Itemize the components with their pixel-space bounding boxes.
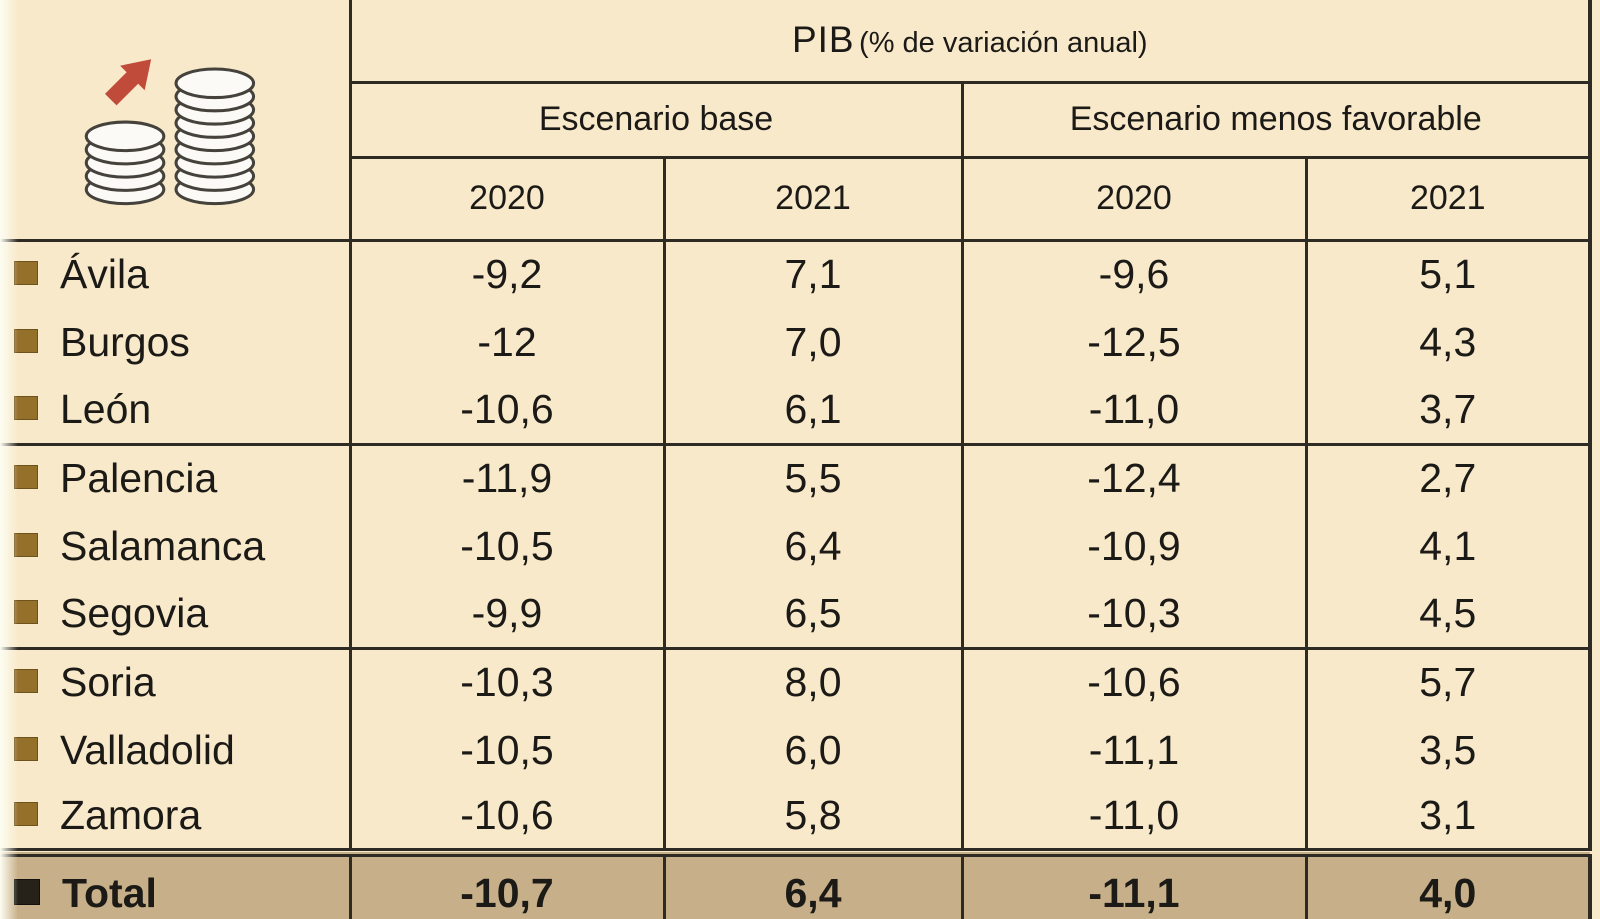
total-base-2021: 6,4	[664, 847, 964, 919]
value-menos-2021: 3,7	[1306, 376, 1591, 446]
province-cell: Soria	[0, 648, 352, 716]
value-base-2020: -9,9	[350, 580, 666, 650]
value-base-2020: -12	[350, 308, 666, 376]
table-row-soria: Soria -10,3 8,0 -10,6 5,7	[0, 648, 1590, 716]
province-label: Soria	[60, 659, 156, 706]
value-menos-2021: 4,1	[1419, 522, 1477, 569]
table-row-total: Total -10,7 6,4 -11,1 4,0	[0, 847, 1591, 919]
value-menos-2021: 5,1	[1419, 251, 1477, 298]
header-escenario-menos-favorable: Escenario menos favorable	[962, 82, 1591, 159]
value-base-2021: 6,1	[664, 376, 964, 446]
province-label: Valladolid	[60, 726, 235, 773]
table-row-salamanca: Salamanca -10,5 6,4 -10,9 4,1	[0, 512, 1590, 580]
value-base-2021: 7,0	[664, 308, 964, 376]
value-menos-2021: 3,5	[1419, 726, 1477, 773]
title-units: (% de variación anual)	[859, 27, 1148, 60]
province-label: Zamora	[60, 792, 202, 839]
bullet-icon	[14, 669, 38, 694]
value-base-2021: 7,1	[664, 240, 964, 308]
province-label: Burgos	[60, 318, 190, 365]
province-label: León	[60, 385, 152, 432]
value-menos-2020: -10,9	[962, 512, 1308, 580]
value-base-2020: -11,9	[350, 444, 666, 512]
value-menos-2021: 3,1	[1419, 792, 1477, 839]
table-row-burgos: Burgos -12 7,0 -12,5 4,3	[0, 308, 1590, 376]
bullet-icon	[14, 599, 38, 624]
value-base-2020: -10,5	[350, 716, 666, 784]
bullet-icon	[14, 802, 38, 827]
total-base-2020: -10,7	[350, 847, 666, 919]
province-cell: Segovia	[0, 580, 352, 650]
province-cell: Zamora	[0, 784, 352, 852]
table-row-avila: Ávila -9,2 7,1 -9,6 5,1	[0, 240, 1590, 308]
year-header-row: 2020 2021 2020 2021	[0, 157, 1591, 242]
header-escenario-base: Escenario base	[350, 82, 964, 159]
value-base-2020: -9,2	[350, 240, 666, 308]
title-row: PIB (% de variación anual)	[0, 0, 1591, 242]
total-menos-2021: 4,0	[1306, 847, 1591, 919]
table-row-palencia: Palencia -11,9 5,5 -12,4 2,7	[0, 444, 1590, 512]
value-menos-2020: -12,4	[962, 444, 1308, 512]
province-cell: Salamanca	[0, 512, 352, 580]
bullet-icon	[14, 328, 38, 353]
header-year-base-2021: 2021	[664, 157, 964, 242]
province-label: Palencia	[60, 455, 218, 502]
table-row-segovia: Segovia -9,9 6,5 -10,3 4,5	[0, 580, 1591, 650]
value-base-2020: -10,5	[350, 512, 666, 580]
value-menos-2021: 2,7	[1419, 455, 1477, 502]
value-menos-2020: -11,0	[962, 784, 1308, 852]
value-menos-2020: -10,6	[962, 648, 1308, 716]
value-base-2021: 8,0	[664, 648, 964, 716]
value-menos-2020: -11,1	[962, 716, 1308, 784]
value-base-2021: 6,0	[664, 716, 964, 784]
province-cell: Burgos	[0, 308, 352, 376]
value-menos-2020: -11,0	[962, 376, 1308, 446]
coin-stacks-growth-icon	[85, 58, 256, 205]
value-menos-2021: 4,5	[1306, 580, 1591, 650]
value-base-2021: 6,5	[664, 580, 964, 650]
value-base-2021: 5,8	[664, 784, 964, 852]
province-cell: Palencia	[0, 444, 352, 512]
bullet-icon	[14, 395, 38, 420]
province-cell: Ávila	[0, 240, 352, 308]
header-year-base-2020: 2020	[350, 157, 666, 242]
table-title: PIB (% de variación anual)	[350, 0, 1591, 84]
title-pib: PIB	[791, 19, 855, 61]
bullet-icon	[14, 532, 38, 557]
value-menos-2020: -9,6	[962, 240, 1308, 308]
bullet-icon	[14, 736, 38, 761]
table-row-valladolid: Valladolid -10,5 6,0 -11,1 3,5	[0, 716, 1590, 784]
total-label: Total	[62, 869, 157, 916]
value-menos-2021: 5,7	[1419, 659, 1477, 706]
bullet-icon	[14, 261, 38, 286]
value-base-2021: 6,4	[664, 512, 964, 580]
table-row-zamora: Zamora -10,6 5,8 -11,0 3,1	[0, 784, 1590, 852]
value-base-2020: -10,6	[350, 784, 666, 852]
province-label: Segovia	[60, 589, 209, 636]
value-menos-2021: 4,3	[1419, 318, 1477, 365]
province-cell: Valladolid	[0, 716, 352, 784]
scenario-header-row: Escenario base Escenario menos favorable	[0, 82, 1591, 159]
province-cell: León	[0, 376, 352, 446]
value-base-2020: -10,6	[350, 376, 666, 446]
coin-stacks-icon-cell	[0, 0, 352, 242]
value-menos-2020: -12,5	[962, 308, 1308, 376]
total-label-cell: Total	[0, 847, 352, 919]
total-bullet-icon	[14, 878, 40, 905]
value-menos-2020: -10,3	[962, 580, 1308, 650]
bullet-icon	[14, 465, 38, 490]
value-base-2020: -10,3	[350, 648, 666, 716]
value-base-2021: 5,5	[664, 444, 964, 512]
table-row-leon: León -10,6 6,1 -11,0 3,7	[0, 376, 1591, 446]
total-menos-2020: -11,1	[962, 847, 1308, 919]
header-year-menos-2021: 2021	[1306, 157, 1591, 242]
province-label: Salamanca	[60, 522, 266, 569]
header-year-menos-2020: 2020	[962, 157, 1308, 242]
province-label: Ávila	[60, 251, 149, 298]
